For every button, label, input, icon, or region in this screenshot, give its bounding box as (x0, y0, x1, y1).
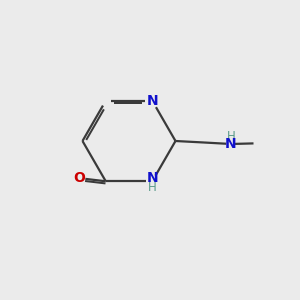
Text: N: N (146, 171, 158, 185)
Text: H: H (148, 181, 157, 194)
Text: N: N (225, 137, 237, 151)
Text: N: N (146, 94, 158, 108)
Text: H: H (226, 130, 236, 143)
Text: O: O (73, 171, 85, 185)
